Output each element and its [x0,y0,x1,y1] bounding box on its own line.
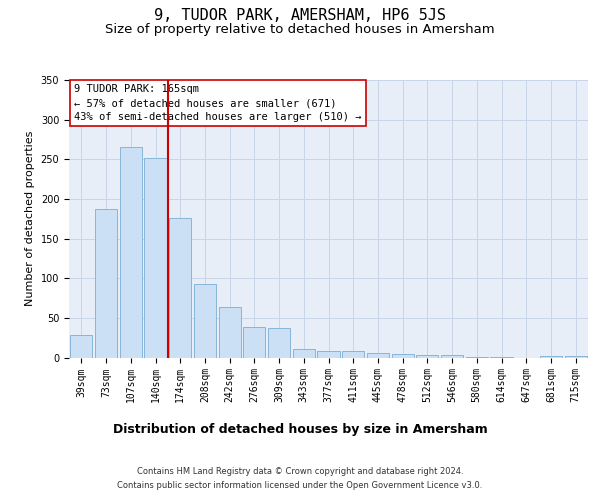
Bar [95,209,117,358]
Bar [119,148,142,358]
Bar [565,356,587,358]
Bar [466,356,488,358]
Y-axis label: Number of detached properties: Number of detached properties [25,131,35,306]
Bar [293,349,315,358]
Bar [416,355,439,358]
Text: 9 TUDOR PARK: 165sqm
← 57% of detached houses are smaller (671)
43% of semi-deta: 9 TUDOR PARK: 165sqm ← 57% of detached h… [74,84,362,122]
Bar [317,351,340,358]
Bar [169,218,191,358]
Bar [490,356,512,358]
Bar [218,307,241,358]
Bar [540,356,562,358]
Text: Size of property relative to detached houses in Amersham: Size of property relative to detached ho… [105,22,495,36]
Text: 9, TUDOR PARK, AMERSHAM, HP6 5JS: 9, TUDOR PARK, AMERSHAM, HP6 5JS [154,8,446,22]
Bar [268,328,290,358]
Bar [243,326,265,358]
Bar [367,352,389,358]
Text: Contains public sector information licensed under the Open Government Licence v3: Contains public sector information licen… [118,481,482,490]
Bar [145,158,167,358]
Bar [342,351,364,358]
Bar [441,355,463,358]
Text: Contains HM Land Registry data © Crown copyright and database right 2024.: Contains HM Land Registry data © Crown c… [137,468,463,476]
Text: Distribution of detached houses by size in Amersham: Distribution of detached houses by size … [113,422,487,436]
Bar [70,334,92,357]
Bar [194,284,216,358]
Bar [392,354,414,358]
